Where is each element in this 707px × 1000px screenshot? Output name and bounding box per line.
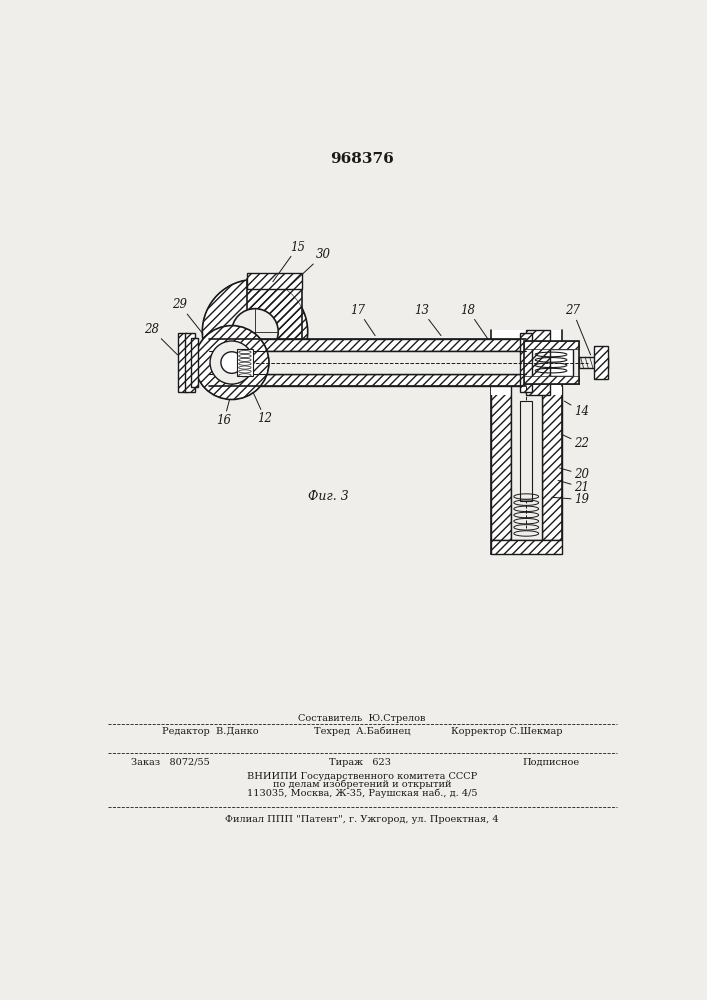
Bar	[209, 374, 526, 386]
Text: Заказ   8072/55: Заказ 8072/55	[131, 758, 210, 767]
Bar	[524, 341, 579, 384]
Bar	[520, 333, 532, 392]
Text: 12: 12	[251, 388, 273, 425]
Circle shape	[221, 352, 243, 373]
Text: 968376: 968376	[330, 152, 394, 166]
Text: Составитель  Ю.Стрелов: Составитель Ю.Стрелов	[298, 714, 426, 723]
Text: 27: 27	[566, 304, 590, 355]
Text: Подписное: Подписное	[522, 758, 580, 767]
Bar	[192, 338, 198, 387]
Circle shape	[232, 309, 279, 355]
Bar	[530, 349, 573, 376]
Bar	[520, 401, 532, 501]
Text: 18: 18	[461, 304, 490, 342]
Bar	[542, 386, 562, 540]
Text: 21: 21	[558, 480, 589, 494]
Text: Техред  А.Бабинец: Техред А.Бабинец	[314, 727, 410, 736]
Text: Редактор  В.Данко: Редактор В.Данко	[162, 727, 259, 736]
Bar	[510, 386, 542, 540]
Circle shape	[194, 326, 269, 400]
Bar	[237, 349, 252, 376]
Bar	[491, 386, 510, 540]
Text: 20: 20	[559, 468, 589, 481]
Circle shape	[210, 341, 253, 384]
Text: 30: 30	[286, 248, 331, 289]
Text: ВНИИПИ Государственного комитета СССР: ВНИИПИ Государственного комитета СССР	[247, 772, 477, 781]
Text: Тираж   623: Тираж 623	[329, 758, 391, 767]
Bar	[491, 540, 562, 554]
Bar	[185, 333, 194, 392]
Text: по делам изобретений и открытий: по делам изобретений и открытий	[273, 780, 451, 789]
Text: 113035, Москва, Ж-35, Раушская наб., д. 4/5: 113035, Москва, Ж-35, Раушская наб., д. …	[247, 788, 477, 798]
Text: 29: 29	[173, 298, 203, 334]
Text: Филиал ППП "Патент", г. Ужгород, ул. Проектная, 4: Филиал ППП "Патент", г. Ужгород, ул. Про…	[225, 815, 498, 824]
Bar	[247, 273, 301, 289]
Text: Фиг. 3: Фиг. 3	[308, 490, 349, 503]
Text: Корректор С.Шекмар: Корректор С.Шекмар	[451, 727, 563, 736]
Text: 13: 13	[414, 304, 441, 336]
Text: 15: 15	[273, 241, 305, 282]
Text: 19: 19	[552, 493, 589, 506]
Bar	[209, 351, 526, 374]
Text: 28: 28	[144, 323, 177, 355]
Bar	[209, 339, 526, 351]
Circle shape	[202, 279, 308, 384]
Text: 17: 17	[351, 304, 375, 336]
Text: 14: 14	[564, 401, 589, 418]
Text: 22: 22	[561, 434, 589, 450]
Bar	[579, 357, 607, 368]
Bar	[594, 346, 607, 379]
Bar	[524, 341, 579, 349]
Text: 16: 16	[216, 397, 231, 427]
Bar	[524, 376, 579, 384]
Bar	[526, 330, 549, 395]
Bar	[177, 333, 187, 392]
Bar	[491, 330, 562, 395]
Bar	[247, 279, 301, 384]
